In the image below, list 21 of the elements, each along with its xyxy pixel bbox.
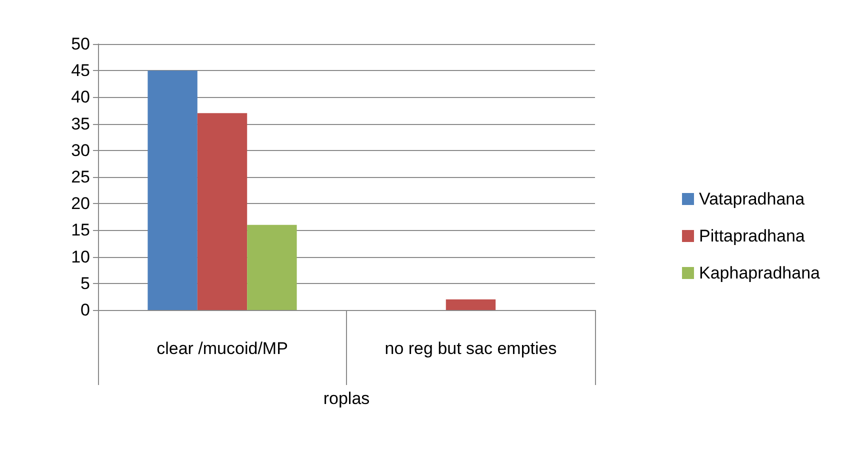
y-tick-label: 45 [71,61,90,80]
y-tick-label: 15 [71,220,90,240]
x-axis-title: roplas [323,389,370,408]
legend-label: Kaphapradhana [699,264,821,282]
x-tick-label: no reg but sac empties [384,339,557,358]
y-tick-label: 0 [80,300,90,320]
y-tick-label: 35 [71,114,90,134]
bar [446,299,496,310]
bar [247,224,297,310]
y-tick-label: 20 [71,194,90,214]
y-tick-label: 10 [71,247,90,266]
legend-label: Vatapradhana [699,190,806,208]
x-tick-label: clear /mucoid/MP [156,339,288,358]
y-tick-label: 40 [71,88,90,107]
bar [197,113,248,310]
y-tick-label: 50 [71,34,90,54]
y-tick-label: 25 [71,168,90,186]
legend-label: Pittapradhana [699,226,806,246]
bar [148,70,198,310]
y-tick-label: 30 [71,140,90,160]
y-tick-label: 5 [80,274,90,293]
